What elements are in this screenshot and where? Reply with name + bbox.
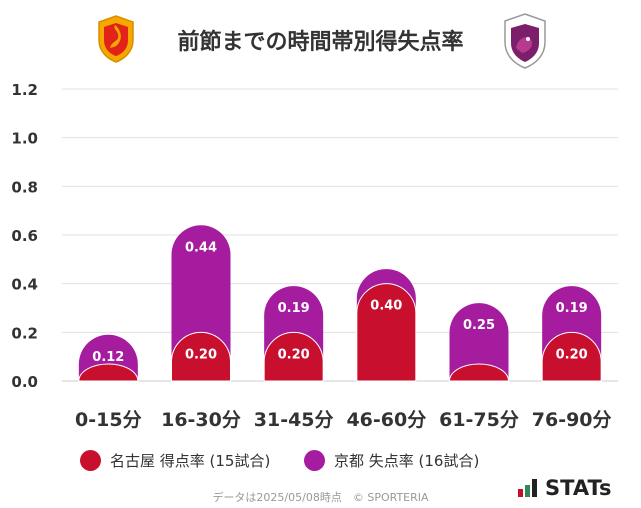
- y-tick-label: 0.8: [11, 178, 38, 196]
- legend-item-kyoto: 京都 失点率 (16試合): [304, 450, 479, 471]
- stats-brand: STATs: [518, 476, 611, 500]
- grid-lines: [62, 88, 618, 382]
- bars: 0.12 0.20 0.44 0.20 0.19 0.40 0.25 0.20 0.19: [78, 225, 602, 382]
- stats-logo-icon: [518, 479, 539, 497]
- data-label-nagoya: 0.20: [556, 347, 588, 362]
- footer-note: データは2025/05/08時点 © SPORTERIA: [212, 491, 429, 504]
- data-label-kyoto: 0.12: [92, 350, 124, 365]
- bar-nagoya: [78, 363, 139, 382]
- x-tick-label: 61-75分: [439, 409, 519, 431]
- legend-label-kyoto: 京都 失点率 (16試合): [334, 452, 480, 470]
- nagoya-grampus-crest-icon: [98, 15, 134, 63]
- legend-item-nagoya: 名古屋 得点率 (15試合): [80, 450, 270, 471]
- y-axis-ticks: 0.0 0.2 0.4 0.6 0.8 1.0 1.2: [11, 81, 38, 391]
- y-tick-label: 0.2: [11, 324, 38, 342]
- data-label-kyoto: 0.25: [463, 318, 495, 333]
- bar-kyoto: [449, 303, 509, 381]
- legend-swatch-nagoya: [80, 450, 101, 471]
- chart-title: 前節までの時間帯別得失点率: [177, 30, 464, 55]
- bar-nagoya: [171, 331, 231, 382]
- y-tick-label: 0.6: [11, 227, 38, 245]
- bar-nagoya: [263, 331, 324, 382]
- x-axis-ticks: 0-15分 16-30分 31-45分 46-60分 61-75分 76-90分: [75, 409, 611, 431]
- bar-nagoya: [541, 331, 602, 382]
- x-tick-label: 76-90分: [532, 409, 612, 431]
- brand-text: STATs: [545, 476, 612, 500]
- x-tick-label: 31-45分: [254, 409, 334, 431]
- y-tick-label: 1.2: [11, 81, 38, 99]
- bar-nagoya: [448, 363, 510, 382]
- y-tick-label: 0.4: [11, 276, 38, 294]
- y-tick-label: 0.0: [11, 373, 38, 391]
- legend-label-nagoya: 名古屋 得点率 (15試合): [110, 452, 271, 470]
- data-label-nagoya: 0.20: [185, 347, 217, 362]
- data-label-nagoya: 0.40: [370, 299, 402, 314]
- bar-chart: 0.00.20.40.60.81.01.2 0.12 0.200.440.200.…: [11, 81, 618, 431]
- kyoto-sanga-crest-icon: [504, 13, 546, 69]
- data-label-kyoto: 0.19: [278, 301, 310, 316]
- legend-swatch-kyoto: [304, 450, 325, 471]
- data-label-kyoto: 0.19: [556, 301, 588, 316]
- data-label-nagoya: 0.20: [278, 347, 310, 362]
- data-label-kyoto: 0.44: [185, 240, 217, 255]
- x-tick-label: 16-30分: [161, 409, 241, 431]
- x-tick-label: 46-60分: [346, 409, 426, 431]
- y-tick-label: 1.0: [11, 130, 38, 148]
- bar-nagoya: [356, 283, 417, 382]
- x-tick-label: 0-15分: [75, 409, 142, 431]
